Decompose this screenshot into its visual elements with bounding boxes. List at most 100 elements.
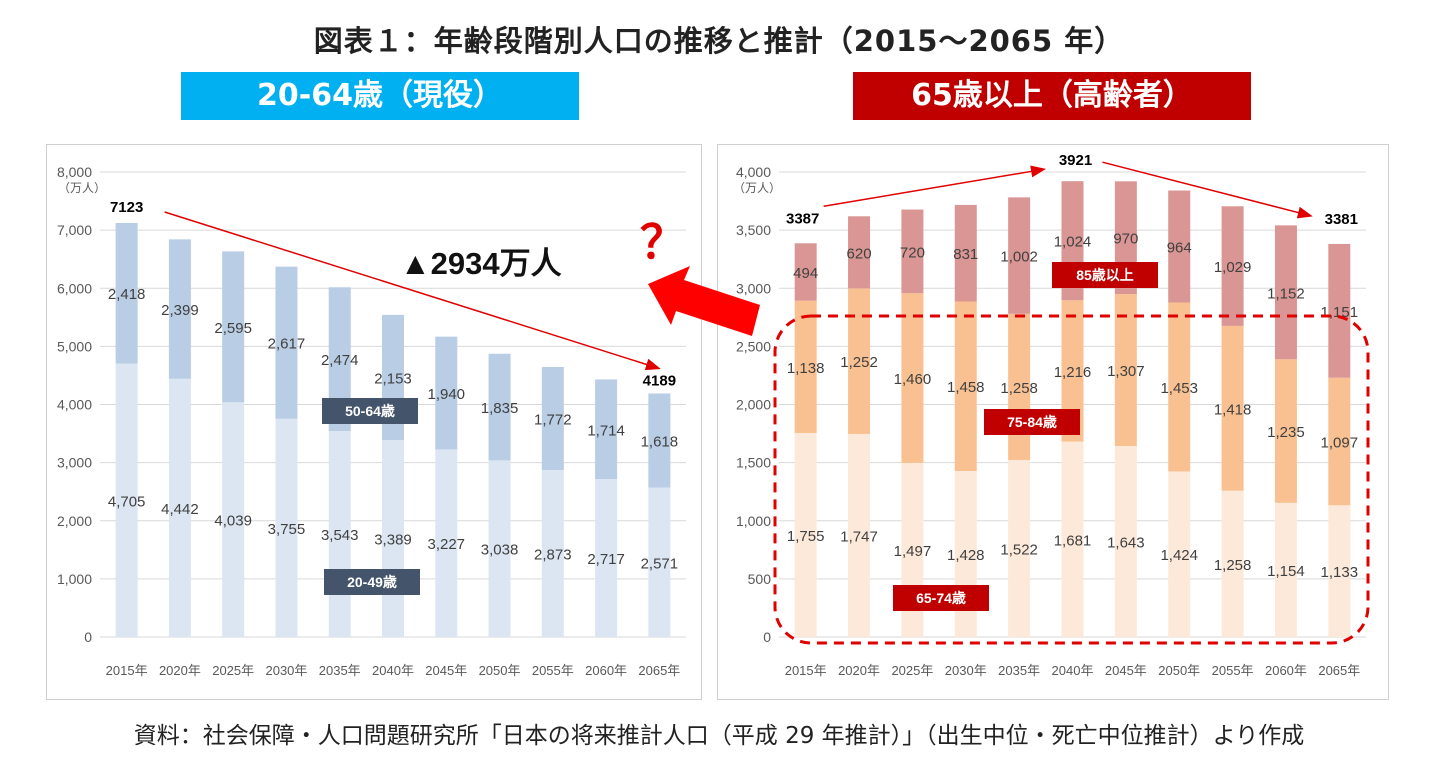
left-data-label: 4,039 (214, 513, 252, 530)
left-bar-20-49 (488, 460, 511, 637)
highlight-65-84-region (773, 314, 1370, 645)
right-data-label: 970 (1113, 231, 1138, 248)
right-bar-75-84 (1114, 294, 1137, 447)
left-bar-50-64 (222, 251, 245, 403)
right-data-label: 1,307 (1107, 363, 1145, 380)
right-data-label: 1,755 (787, 528, 825, 545)
right-bar-75-84 (1061, 300, 1084, 442)
right-data-label: 1,458 (947, 379, 985, 396)
right-xtick-label: 2065年 (1318, 663, 1360, 678)
right-data-label: 1,029 (1214, 259, 1252, 276)
left-chart: 0 1,000 2,000 3,000 4,000 5,000 6,000 7,000 8,00… (57, 164, 686, 678)
left-data-label: 1,772 (534, 412, 572, 429)
left-data-label: 2,399 (161, 302, 199, 319)
right-series-75-84-label: 75-84歳 (1007, 414, 1057, 430)
left-bar-20-49 (168, 378, 191, 637)
left-data-label: 2,873 (534, 547, 572, 564)
left-bar-50-64 (115, 222, 138, 364)
left-xtick-label: 2045年 (425, 663, 467, 678)
left-bar-20-49 (222, 402, 245, 637)
right-data-label: 1,643 (1107, 535, 1145, 552)
left-data-label: 3,227 (427, 536, 465, 553)
right-data-label: 1,497 (894, 543, 932, 560)
left-bar-50-64 (275, 266, 298, 419)
right-data-label: 1,681 (1054, 532, 1092, 549)
annotations: 7123 4189 ▲2934万人 ？ 3387 3921 3381 (110, 152, 1358, 389)
right-data-label: 1,235 (1267, 424, 1305, 441)
left-data-label: 1,835 (481, 400, 519, 417)
right-series-65-74-box (893, 585, 989, 611)
right-bar-65-74 (848, 433, 871, 637)
right-data-label: 1,151 (1321, 304, 1359, 321)
left-data-label: 2,153 (374, 370, 412, 387)
right-bar-85 (1274, 225, 1297, 360)
left-ytick-label: 4,000 (57, 397, 92, 413)
right-chart-banner: 65歳以上（高齢者） (853, 72, 1251, 120)
left-data-label: 1,940 (427, 386, 465, 403)
left-bar-50-64 (648, 393, 671, 488)
right-ytick-label: 0 (763, 629, 771, 645)
right-bar-85 (901, 209, 924, 294)
right-bar-65-74 (1168, 471, 1191, 637)
left-data-label: 2,617 (268, 336, 306, 353)
right-unit-label: （万人） (733, 181, 781, 195)
right-xtick-label: 2020年 (838, 663, 880, 678)
right-data-label: 1,453 (1160, 380, 1198, 397)
left-ytick-label: 1,000 (57, 571, 92, 587)
left-bar-50-64 (595, 379, 618, 480)
right-series-65-74-label: 65-74歳 (916, 590, 966, 606)
right-xtick-label: 2035年 (998, 663, 1040, 678)
right-chart: 0 500 1,000 1,500 2,000 2,500 3,000 3,500 4,000（… (733, 164, 1370, 678)
right-bar-75-84 (848, 288, 871, 434)
left-ytick-label: 0 (84, 629, 92, 645)
right-data-label: 1,258 (1000, 380, 1038, 397)
right-end-total: 3381 (1325, 211, 1358, 228)
right-xtick-label: 2030年 (945, 663, 987, 678)
right-data-label: 964 (1167, 240, 1192, 257)
left-xtick-label: 2055年 (532, 663, 574, 678)
right-ytick-label: 3,000 (736, 280, 771, 296)
right-series-75-84-box (984, 409, 1080, 435)
right-bar-75-84 (1328, 377, 1351, 506)
left-bar-20-49 (435, 449, 458, 637)
left-change-label: ▲2934万人 (400, 246, 562, 281)
left-unit-label: （万人） (58, 181, 106, 195)
left-trend-arrow (164, 211, 661, 371)
left-data-label: 1,618 (641, 434, 679, 451)
right-data-label: 1,097 (1321, 435, 1359, 452)
left-data-label: 2,717 (587, 551, 625, 568)
left-data-label: 4,705 (108, 493, 146, 510)
big-left-arrow (648, 266, 760, 336)
right-bar-65-74 (1114, 446, 1137, 637)
figure-title: 図表１：年齢段階別人口の推移と推計（2015～2065 年） (313, 24, 1125, 58)
left-data-label: 3,389 (374, 532, 412, 549)
left-series-50-64-box (322, 398, 418, 424)
left-xtick-label: 2035年 (319, 663, 361, 678)
right-bar-85 (794, 243, 817, 301)
right-data-label: 1,216 (1054, 364, 1092, 381)
right-ytick-label: 1,500 (736, 455, 771, 471)
right-data-label: 1,418 (1214, 401, 1252, 418)
source-note: 資料：社会保障・人口問題研究所「日本の将来推計人口（平成 29 年推計）」（出生… (133, 723, 1305, 749)
right-xtick-label: 2050年 (1158, 663, 1200, 678)
left-bar-50-64 (168, 239, 191, 379)
left-data-label: 2,595 (214, 320, 252, 337)
right-bar-65-74 (794, 432, 817, 637)
right-bar-75-84 (1221, 325, 1244, 491)
left-bar-50-64 (541, 367, 564, 471)
right-data-label: 831 (953, 246, 978, 263)
right-xtick-label: 2060年 (1265, 663, 1307, 678)
left-ytick-label: 2,000 (57, 513, 92, 529)
right-bar-85 (954, 204, 977, 302)
right-bar-85 (1008, 197, 1031, 314)
right-data-label: 1,747 (840, 528, 878, 545)
right-data-label: 1,002 (1000, 249, 1038, 266)
right-fall-arrow (1102, 161, 1313, 219)
right-bar-75-84 (1274, 359, 1297, 503)
right-ytick-label: 1,000 (736, 513, 771, 529)
right-rise-arrow (823, 165, 1046, 208)
left-data-label: 2,418 (108, 286, 146, 303)
right-bar-75-84 (1168, 302, 1191, 472)
left-series-20-49-label: 20-49歳 (347, 574, 397, 590)
right-ytick-label: 2,000 (736, 397, 771, 413)
